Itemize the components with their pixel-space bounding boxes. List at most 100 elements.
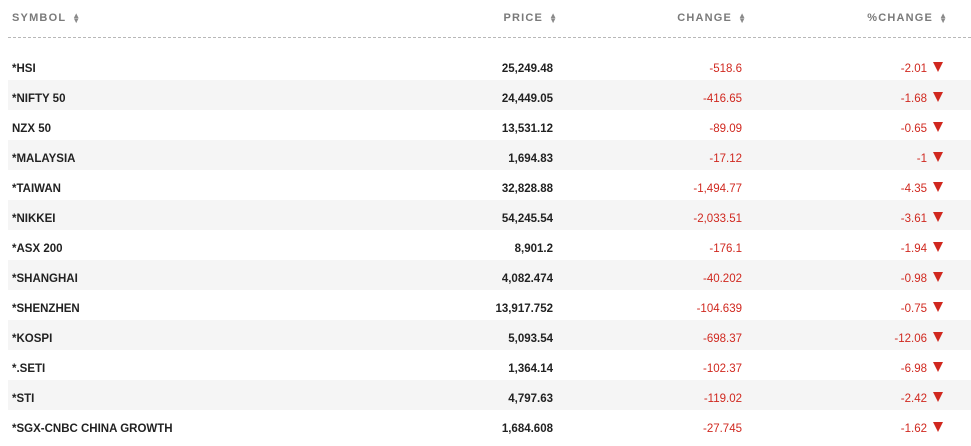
pct-change-cell: -1 bbox=[742, 152, 943, 165]
down-arrow-icon bbox=[933, 122, 943, 132]
price-cell: 1,694.83 bbox=[508, 153, 553, 165]
sort-updown-icon[interactable]: ▲ ▼ bbox=[72, 10, 81, 25]
down-arrow-icon bbox=[933, 92, 943, 102]
pct-change-header-label: %CHANGE bbox=[867, 11, 934, 24]
change-column-header[interactable]: CHANGE ▲ ▼ bbox=[557, 10, 746, 26]
price-cell: 32,828.88 bbox=[501, 183, 553, 195]
symbol-cell[interactable]: *NIFTY 50 bbox=[12, 93, 66, 105]
pct-change-cell: -4.35 bbox=[742, 182, 943, 195]
symbol-header-label: SYMBOL bbox=[12, 11, 67, 24]
table-row: *KOSPI 5,093.54 -698.37 -12.06 bbox=[8, 320, 971, 350]
pct-change-cell: -0.65 bbox=[742, 122, 943, 135]
quotes-table: SYMBOL ▲ ▼ PRICE ▲ ▼ CHANGE ▲ ▼ %CHANGE ▲ ▼ … bbox=[8, 0, 971, 440]
pct-change-value: -1.94 bbox=[900, 243, 927, 255]
change-cell: -17.12 bbox=[709, 153, 742, 165]
pct-change-cell: -3.61 bbox=[742, 212, 943, 225]
pct-change-cell: -12.06 bbox=[742, 332, 943, 345]
change-cell: -2,033.51 bbox=[693, 213, 742, 225]
change-cell: -119.02 bbox=[703, 393, 742, 405]
down-arrow-icon bbox=[933, 392, 943, 402]
pct-change-value: -2.42 bbox=[900, 393, 927, 405]
change-cell: -27.745 bbox=[702, 423, 742, 435]
table-header: SYMBOL ▲ ▼ PRICE ▲ ▼ CHANGE ▲ ▼ %CHANGE ▲ ▼ bbox=[8, 0, 971, 38]
symbol-cell[interactable]: *KOSPI bbox=[12, 333, 53, 345]
table-row: *SGX-CNBC CHINA GROWTH 1,684.608 -27.745… bbox=[8, 410, 971, 440]
price-cell: 54,245.54 bbox=[501, 213, 553, 225]
symbol-cell[interactable]: *SGX-CNBC CHINA GROWTH bbox=[12, 423, 173, 435]
down-arrow-icon bbox=[933, 422, 943, 432]
pct-change-value: -12.06 bbox=[894, 333, 927, 345]
pct-change-value: -6.98 bbox=[900, 363, 927, 375]
table-row: *NIFTY 50 24,449.05 -416.65 -1.68 bbox=[8, 80, 971, 110]
symbol-cell[interactable]: *ASX 200 bbox=[12, 243, 63, 255]
pct-change-value: -0.65 bbox=[900, 123, 927, 135]
symbol-cell[interactable]: *MALAYSIA bbox=[12, 153, 76, 165]
symbol-cell[interactable]: *STI bbox=[12, 393, 35, 405]
price-column-header[interactable]: PRICE ▲ ▼ bbox=[392, 10, 557, 26]
table-row: *NIKKEI 54,245.54 -2,033.51 -3.61 bbox=[8, 200, 971, 230]
symbol-cell[interactable]: *SHENZHEN bbox=[12, 303, 80, 315]
change-cell: -1,494.77 bbox=[693, 183, 742, 195]
pct-change-value: -0.75 bbox=[900, 303, 927, 315]
price-cell: 24,449.05 bbox=[501, 93, 553, 105]
change-cell: -698.37 bbox=[702, 333, 742, 345]
sort-updown-icon[interactable]: ▲ ▼ bbox=[939, 10, 947, 25]
symbol-cell[interactable]: *.SETI bbox=[12, 363, 46, 375]
pct-change-value: -1.68 bbox=[900, 93, 927, 105]
price-cell: 8,901.2 bbox=[514, 243, 553, 255]
table-row: *ASX 200 8,901.2 -176.1 -1.94 bbox=[8, 230, 971, 260]
pct-change-column-header[interactable]: %CHANGE ▲ ▼ bbox=[746, 10, 947, 26]
change-cell: -40.202 bbox=[702, 273, 742, 285]
pct-change-value: -1.62 bbox=[900, 423, 927, 435]
pct-change-cell: -6.98 bbox=[742, 362, 943, 375]
down-arrow-icon bbox=[933, 152, 943, 162]
change-cell: -102.37 bbox=[702, 363, 742, 375]
pct-change-cell: -1.68 bbox=[742, 92, 943, 105]
price-cell: 13,917.752 bbox=[495, 303, 553, 315]
price-cell: 4,082.474 bbox=[501, 273, 553, 285]
change-header-label: CHANGE bbox=[677, 11, 733, 24]
pct-change-value: -3.61 bbox=[900, 213, 927, 225]
change-cell: -518.6 bbox=[709, 63, 742, 75]
down-arrow-icon bbox=[933, 362, 943, 372]
pct-change-cell: -0.75 bbox=[742, 302, 943, 315]
pct-change-cell: -1.94 bbox=[742, 242, 943, 255]
symbol-cell[interactable]: NZX 50 bbox=[12, 123, 51, 135]
price-cell: 25,249.48 bbox=[501, 63, 553, 75]
symbol-cell[interactable]: *TAIWAN bbox=[12, 183, 61, 195]
down-arrow-icon bbox=[933, 242, 943, 252]
table-body: *HSI 25,249.48 -518.6 -2.01 *NIFTY 50 24… bbox=[8, 50, 971, 440]
price-cell: 1,364.14 bbox=[508, 363, 553, 375]
down-arrow-icon bbox=[933, 332, 943, 342]
table-row: NZX 50 13,531.12 -89.09 -0.65 bbox=[8, 110, 971, 140]
pct-change-cell: -2.42 bbox=[742, 392, 943, 405]
table-row: *HSI 25,249.48 -518.6 -2.01 bbox=[8, 50, 971, 80]
symbol-cell[interactable]: *SHANGHAI bbox=[12, 273, 78, 285]
sort-updown-icon[interactable]: ▲ ▼ bbox=[549, 10, 557, 25]
table-row: *SHENZHEN 13,917.752 -104.639 -0.75 bbox=[8, 290, 971, 320]
table-row: *STI 4,797.63 -119.02 -2.42 bbox=[8, 380, 971, 410]
pct-change-cell: -2.01 bbox=[742, 62, 943, 75]
pct-change-value: -4.35 bbox=[900, 183, 927, 195]
down-arrow-icon bbox=[933, 272, 943, 282]
price-header-label: PRICE bbox=[503, 11, 544, 24]
pct-change-value: -1 bbox=[916, 153, 927, 165]
symbol-cell[interactable]: *HSI bbox=[12, 63, 36, 75]
pct-change-value: -2.01 bbox=[900, 63, 927, 75]
down-arrow-icon bbox=[933, 302, 943, 312]
pct-change-cell: -1.62 bbox=[742, 422, 943, 435]
down-arrow-icon bbox=[933, 182, 943, 192]
table-row: *MALAYSIA 1,694.83 -17.12 -1 bbox=[8, 140, 971, 170]
price-cell: 5,093.54 bbox=[508, 333, 553, 345]
down-arrow-icon bbox=[933, 212, 943, 222]
price-cell: 4,797.63 bbox=[508, 393, 553, 405]
sort-updown-icon[interactable]: ▲ ▼ bbox=[738, 10, 746, 25]
pct-change-value: -0.98 bbox=[900, 273, 927, 285]
change-cell: -416.65 bbox=[702, 93, 742, 105]
change-cell: -176.1 bbox=[709, 243, 742, 255]
change-cell: -89.09 bbox=[709, 123, 742, 135]
symbol-column-header[interactable]: SYMBOL ▲ ▼ bbox=[8, 10, 392, 26]
change-cell: -104.639 bbox=[696, 303, 742, 315]
symbol-cell[interactable]: *NIKKEI bbox=[12, 213, 56, 225]
table-row: *TAIWAN 32,828.88 -1,494.77 -4.35 bbox=[8, 170, 971, 200]
